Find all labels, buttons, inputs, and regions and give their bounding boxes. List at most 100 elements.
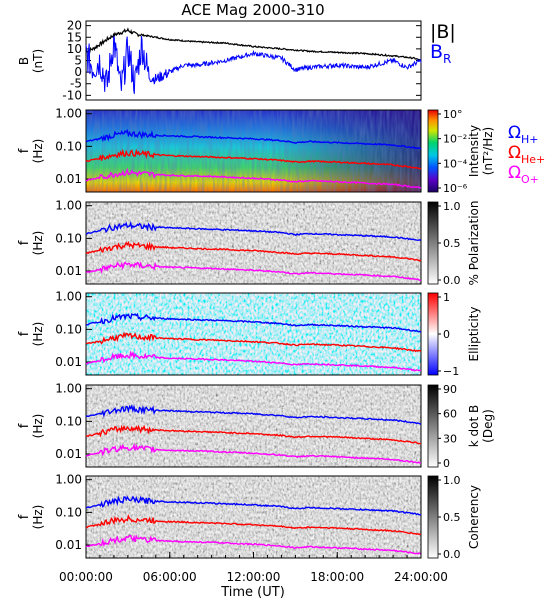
spectral-intensity-colorbar-unit: (nT²/Hz) <box>481 127 495 175</box>
figure-title: ACE Mag 2000-310 <box>181 1 324 19</box>
x-tick-label: 00:00:00 <box>59 570 113 584</box>
x-tick-label: 18:00:00 <box>310 570 364 584</box>
panel-b-ytick-label: 0 <box>74 65 82 79</box>
spectral-intensity-colorbar <box>427 109 439 193</box>
spectral-intensity-ylabel: f <box>17 148 32 153</box>
gyro-line-o-plus <box>85 167 422 189</box>
x-axis-label: Time (UT) <box>220 585 285 600</box>
coherency-colorbar-tick-label: 0.5 <box>443 511 461 524</box>
panel-b-ytick-label: -10 <box>62 88 82 102</box>
coherency-colorbar <box>427 475 439 559</box>
gyro-line-o-plus <box>85 442 421 464</box>
panel-b-ytick-label: 5 <box>74 54 82 68</box>
panel-b-ylabel: B <box>17 57 31 65</box>
gyro-line-o-plus <box>85 534 422 555</box>
k-dot-b-ytick-label: 0.10 <box>55 414 82 428</box>
k-dot-b-ytick-label: 0.01 <box>55 447 82 461</box>
ellipticity-colorbar-tick-label: 0 <box>443 328 450 341</box>
panel-b-ytick-label: 15 <box>67 30 82 44</box>
polarization-ytick-label: 1.00 <box>55 199 82 213</box>
k-dot-b-ytick-label: 1.00 <box>55 382 82 396</box>
coherency-ylabel: f <box>17 514 32 519</box>
polarization-colorbar-tick-label: 0.5 <box>443 237 461 250</box>
coherency-ytick-label: 0.01 <box>55 538 82 552</box>
ellipticity-colorbar <box>427 292 439 376</box>
ellipticity-yunit: (Hz) <box>31 322 45 347</box>
polarization-image <box>86 202 421 284</box>
gyro-line-o-plus <box>85 350 422 372</box>
panel-b-ytick-label: 10 <box>67 42 82 56</box>
coherency-ytick-label: 0.10 <box>55 505 82 519</box>
k-dot-b-colorbar-label: k dot B <box>467 405 481 447</box>
k-dot-b-colorbar-tick-label: 0 <box>443 457 450 470</box>
polarization-ytick-label: 0.10 <box>55 231 82 245</box>
legend-omega-o: ΩO+ <box>508 163 539 186</box>
x-tick-label: 12:00:00 <box>227 570 281 584</box>
panel-b-ytick-label: -5 <box>70 77 82 91</box>
spectral-intensity-colorbar-tick-label: 10⁻⁶ <box>443 182 468 195</box>
gyro-line-h-plus <box>85 220 422 241</box>
gyro-line-he-plus <box>85 513 422 536</box>
ellipticity-colorbar-label: Ellipticity <box>467 307 481 362</box>
k-dot-b-colorbar <box>427 384 439 468</box>
spectral-intensity-colorbar-tick-label: 10° <box>443 108 463 121</box>
polarization-colorbar-label: % Polarization <box>467 201 481 286</box>
coherency-colorbar-tick-label: 0.0 <box>443 548 461 561</box>
spectral-intensity-ytick-label: 0.01 <box>55 172 82 186</box>
coherency-colorbar-tick-label: 1.0 <box>443 474 461 487</box>
spectral-intensity-ytick-label: 1.00 <box>55 107 82 121</box>
spectral-intensity-frame <box>85 109 422 193</box>
series-line-absb <box>85 27 422 61</box>
ellipticity-ytick-label: 1.00 <box>55 290 82 304</box>
ellipticity-ytick-label: 0.01 <box>55 355 82 369</box>
k-dot-b-colorbar-unit: (Deg) <box>481 409 495 443</box>
polarization-colorbar-tick-label: 1.0 <box>443 200 461 213</box>
ellipticity-ytick-label: 0.10 <box>55 322 82 336</box>
k-dot-b-colorbar-tick-label: 60 <box>443 408 457 421</box>
gyro-line-h-plus <box>85 495 422 516</box>
k-dot-b-frame <box>85 384 422 468</box>
polarization-colorbar-tick-label: 0.0 <box>443 274 461 287</box>
k-dot-b-yunit: (Hz) <box>31 414 45 439</box>
gyro-line-he-plus <box>85 240 422 262</box>
coherency-colorbar-label: Coherency <box>467 485 481 549</box>
coherency-yunit: (Hz) <box>31 505 45 530</box>
ellipticity-ylabel: f <box>17 331 32 336</box>
ellipticity-frame <box>85 292 422 376</box>
spectral-intensity-ytick-label: 0.10 <box>55 139 82 153</box>
panel-b-yunit: (nT) <box>31 49 45 73</box>
polarization-frame <box>85 201 422 285</box>
k-dot-b-colorbar-tick-label: 90 <box>443 383 457 396</box>
coherency-ytick-label: 1.00 <box>55 473 82 487</box>
gyro-line-h-plus <box>85 404 422 425</box>
legend-omega-h: ΩH+ <box>508 123 539 146</box>
legend-omega-he: ΩHe+ <box>508 143 545 166</box>
ellipticity-colorbar-tick-label: 1 <box>443 291 450 304</box>
coherency-image <box>86 476 421 558</box>
gyro-line-h-plus <box>85 312 422 333</box>
x-tick-label: 06:00:00 <box>143 570 197 584</box>
gyro-line-he-plus <box>85 424 421 445</box>
k-dot-b-colorbar-tick-label: 30 <box>443 432 457 445</box>
spectral-intensity-colorbar-tick-label: 10⁻⁴ <box>443 157 468 170</box>
gyro-line-h-plus <box>85 128 422 150</box>
polarization-colorbar <box>427 201 439 285</box>
polarization-ylabel: f <box>17 240 32 245</box>
ellipticity-colorbar-tick-label: −1 <box>443 365 459 378</box>
polarization-yunit: (Hz) <box>31 231 45 256</box>
gyro-line-he-plus <box>85 331 422 353</box>
series-line-br <box>85 36 422 94</box>
gyro-line-o-plus <box>85 261 422 282</box>
gyro-line-he-plus <box>85 148 421 170</box>
legend-absb: |B| <box>430 21 456 43</box>
legend: |B| BR ΩH+ ΩHe+ ΩO+ <box>430 21 545 186</box>
panel-b-ytick-label: 20 <box>67 19 82 33</box>
ellipticity-image <box>86 293 421 375</box>
k-dot-b-ylabel: f <box>17 423 32 428</box>
spectral-intensity-colorbar-label: Intensity <box>467 125 481 177</box>
legend-br: BR <box>430 41 451 66</box>
x-tick-label: 24:00:00 <box>394 570 448 584</box>
spectral-intensity-colorbar-tick-label: 10⁻² <box>443 133 467 146</box>
spectral-intensity-yunit: (Hz) <box>31 139 45 164</box>
